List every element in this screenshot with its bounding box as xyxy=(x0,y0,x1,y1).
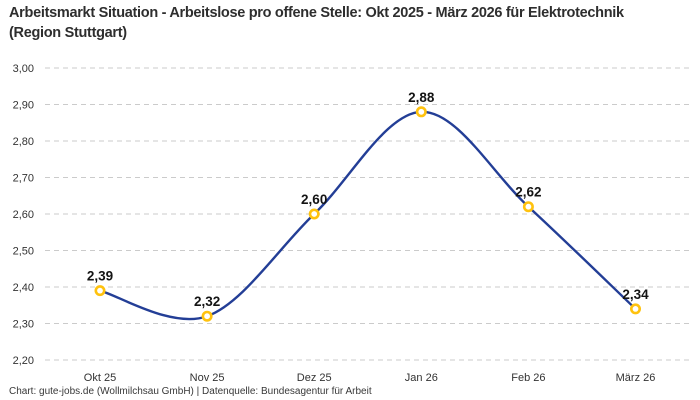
y-axis-tick-label: 2,50 xyxy=(13,246,34,258)
y-axis-tick-label: 3,00 xyxy=(13,63,34,75)
y-axis-tick-label: 2,90 xyxy=(13,100,34,112)
data-point-marker xyxy=(522,201,534,213)
x-axis-tick-label: Okt 25 xyxy=(84,372,116,384)
data-point-marker xyxy=(94,285,106,297)
data-point-value-label: 2,32 xyxy=(194,294,220,309)
x-axis-tick-label: Dez 25 xyxy=(297,372,332,384)
x-axis-tick-label: März 26 xyxy=(616,372,656,384)
data-point-marker xyxy=(629,303,641,315)
y-axis-tick-label: 2,40 xyxy=(13,282,34,294)
x-axis-tick-label: Nov 25 xyxy=(190,372,225,384)
data-point-value-label: 2,60 xyxy=(301,192,327,207)
y-axis-tick-label: 2,60 xyxy=(13,209,34,221)
y-axis-tick-label: 2,30 xyxy=(13,319,34,331)
data-point-marker xyxy=(308,208,320,220)
y-axis-tick-label: 2,20 xyxy=(13,355,34,367)
x-axis-tick-label: Feb 26 xyxy=(511,372,545,384)
data-point-value-label: 2,88 xyxy=(408,90,435,105)
chart-source-caption: Chart: gute-jobs.de (Wollmilchsau GmbH) … xyxy=(9,386,372,397)
series-line xyxy=(98,110,637,321)
data-point-marker xyxy=(415,106,427,118)
y-axis-tick-label: 2,70 xyxy=(13,173,34,185)
data-point-value-label: 2,34 xyxy=(622,287,649,302)
data-point-value-label: 2,62 xyxy=(515,185,541,200)
chart-title: Arbeitsmarkt Situation - Arbeitslose pro… xyxy=(9,5,624,41)
data-point-value-label: 2,39 xyxy=(87,269,113,284)
data-point-marker xyxy=(201,310,213,322)
y-axis-tick-label: 2,80 xyxy=(13,136,34,148)
x-axis-tick-label: Jan 26 xyxy=(405,372,438,384)
